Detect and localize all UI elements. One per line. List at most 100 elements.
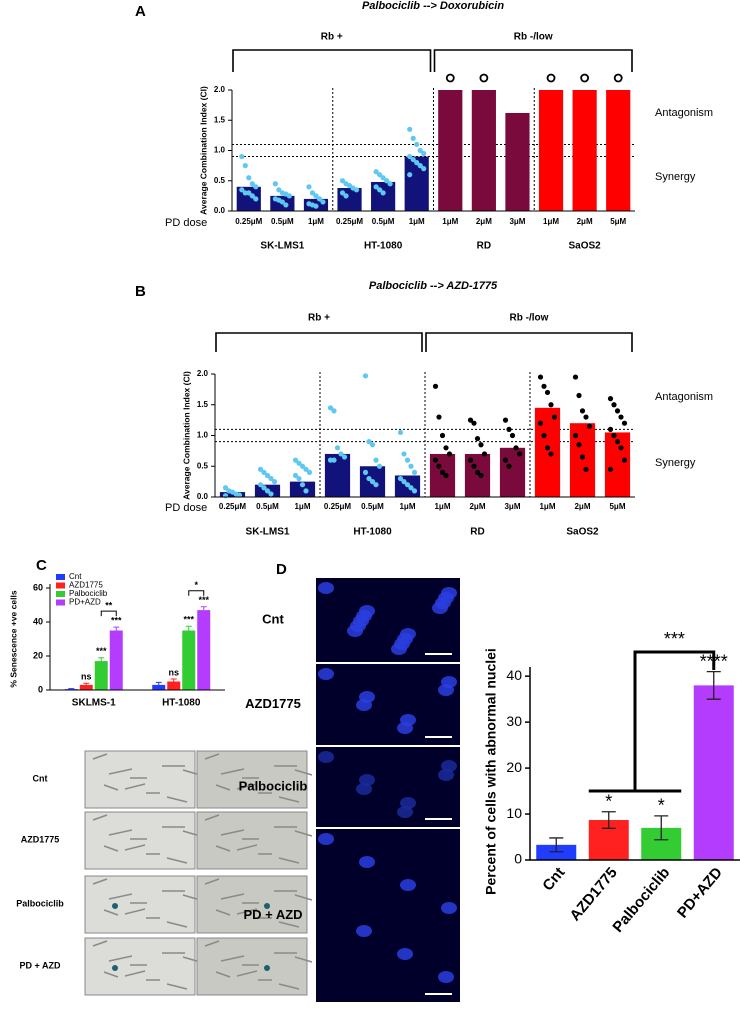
x-tick-label: 2μM	[469, 502, 485, 511]
cell-shape	[236, 908, 258, 915]
data-point	[261, 469, 267, 475]
data-point	[222, 493, 229, 499]
cell-shape	[166, 796, 188, 803]
y-tick-label: 0.0	[197, 492, 209, 501]
panel-letter: B	[135, 283, 146, 300]
significance: *	[605, 792, 612, 812]
y-tick-label: 1.5	[197, 400, 209, 409]
data-point	[421, 166, 427, 172]
data-point	[362, 373, 369, 379]
micrograph	[196, 875, 308, 934]
cell-shape	[92, 878, 108, 885]
data-point	[397, 475, 404, 482]
data-point	[271, 479, 278, 485]
nucleus	[441, 760, 457, 772]
data-point	[366, 439, 372, 445]
data-point	[407, 172, 413, 178]
data-point	[607, 466, 614, 472]
cell-shape	[204, 878, 220, 885]
cell-shape	[215, 845, 231, 852]
nucleus	[438, 971, 454, 983]
axes	[214, 374, 635, 498]
data-point	[481, 451, 488, 457]
nucleus	[356, 783, 372, 795]
data-point	[611, 402, 617, 408]
cell-shape	[278, 857, 300, 864]
data-point	[253, 196, 259, 202]
comparison-bracket	[100, 610, 117, 617]
side-label: Antagonism	[655, 107, 713, 119]
y-tick-label: 60	[33, 582, 43, 592]
y-tick-label: 20	[506, 759, 522, 775]
data-point	[586, 423, 593, 429]
stain	[264, 965, 270, 971]
cell-shape	[108, 893, 133, 900]
x-tick-label: 0.25μM	[324, 502, 351, 511]
bracket-label: Rb +	[321, 32, 343, 43]
y-tick-label: 0	[514, 851, 522, 867]
data-point	[411, 469, 418, 475]
bracket	[232, 49, 432, 72]
data-point	[401, 451, 407, 457]
data-point	[339, 190, 346, 196]
cell-shape	[103, 845, 119, 852]
data-point	[410, 135, 416, 141]
nucleus	[397, 948, 413, 960]
micrograph	[316, 747, 460, 827]
bar	[534, 407, 561, 497]
cell-shape	[92, 940, 108, 947]
data-point	[607, 396, 614, 402]
row-label: Palbociclib	[16, 898, 64, 908]
significance: *	[658, 796, 665, 816]
data-point	[583, 466, 589, 472]
data-point	[404, 457, 411, 463]
legend-label: AZD1775	[69, 581, 103, 590]
x-tick-label: 0.5μM	[256, 502, 279, 511]
bar	[404, 156, 429, 211]
y-axis-label: Average Combination Index (CI)	[181, 371, 191, 500]
error-bar	[654, 815, 669, 841]
data-point	[369, 479, 376, 485]
data-point	[621, 420, 628, 426]
cell-shape	[124, 783, 146, 790]
data-point	[611, 432, 617, 439]
bar	[538, 90, 564, 211]
data-point	[249, 193, 255, 199]
legend-swatch	[56, 574, 65, 580]
data-point	[299, 482, 306, 488]
side-label: Antagonism	[655, 391, 713, 403]
data-point	[408, 485, 414, 491]
x-tick-label: 5μM	[610, 217, 626, 226]
y-tick-label: 0	[38, 684, 43, 694]
data-point	[551, 414, 558, 420]
axes	[49, 584, 225, 691]
data-point	[261, 485, 267, 491]
legend-label: PD+AZD	[69, 598, 101, 607]
y-axis-label: Percent of cells with abnormal nuclei	[483, 648, 499, 895]
data-point	[421, 150, 427, 157]
x-tick-label: HT-1080	[162, 698, 201, 709]
data-point	[407, 126, 413, 132]
data-point	[548, 451, 554, 457]
data-point	[292, 457, 299, 463]
nucleus	[356, 699, 372, 711]
y-axis-label: Average Combination Index (CI)	[198, 86, 208, 215]
data-point	[506, 426, 512, 432]
data-point	[377, 187, 383, 193]
comparison-bracket	[588, 650, 716, 793]
data-point	[397, 429, 404, 436]
data-point	[417, 147, 423, 154]
nucleus	[347, 625, 363, 637]
cell-shape	[92, 753, 108, 760]
group-label: SaOS2	[566, 527, 599, 538]
data-point	[373, 482, 379, 488]
data-point	[366, 475, 372, 482]
data-point	[286, 193, 292, 199]
cell-shape	[294, 956, 313, 963]
data-point	[292, 472, 299, 479]
data-point	[377, 172, 383, 178]
bracket-label: Rb +	[308, 313, 330, 324]
nucleus	[356, 925, 372, 937]
data-point	[376, 463, 383, 469]
x-tick-label: 0.5μM	[372, 217, 395, 226]
